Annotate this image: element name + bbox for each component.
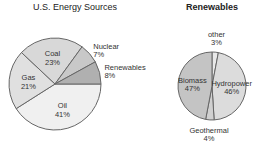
svg-text:Gas21%: Gas21% <box>21 73 36 90</box>
html-text:U.S. Energy Sources: U.S. Energy Sources <box>33 2 117 12</box>
svg-text:other3%: other3% <box>208 30 226 47</box>
svg-text:Biomass47%: Biomass47% <box>178 76 207 93</box>
svg-text:Geothermal4%: Geothermal4% <box>189 125 229 142</box>
html-text:Renewables: Renewables <box>186 2 238 12</box>
svg-text:Nuclear7%: Nuclear7% <box>93 42 119 59</box>
svg-text:Oil41%: Oil41% <box>55 101 70 118</box>
svg-text:Hydropower46%: Hydropower46% <box>211 79 252 96</box>
svg-text:Coal23%: Coal23% <box>45 49 61 66</box>
svg-text:Renewables8%: Renewables8% <box>104 63 146 80</box>
